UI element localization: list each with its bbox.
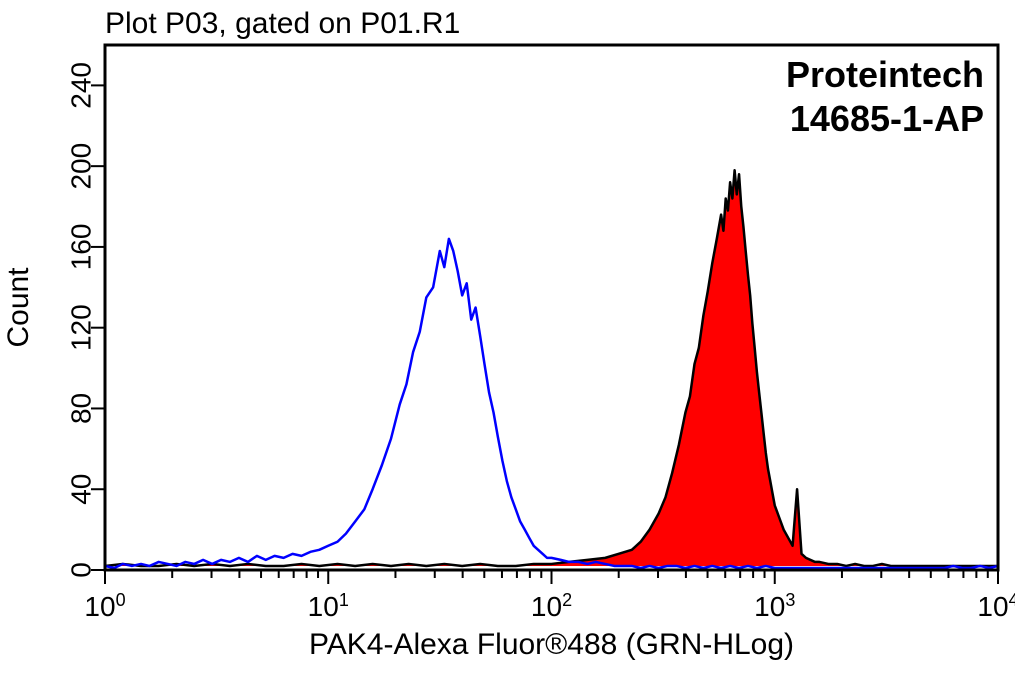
y-tick-label: 0 <box>65 562 96 578</box>
annotation-line1: Proteintech <box>786 54 984 95</box>
y-tick-label: 240 <box>65 62 96 109</box>
y-tick-label: 200 <box>65 143 96 190</box>
y-tick-label: 120 <box>65 304 96 351</box>
annotation-line2: 14685-1-AP <box>790 98 984 139</box>
flow-cytometry-chart: 10010110210310404080120160200240Plot P03… <box>0 0 1015 682</box>
y-axis-label: Count <box>2 267 35 348</box>
y-tick-label: 80 <box>65 393 96 424</box>
plot-title: Plot P03, gated on P01.R1 <box>105 7 460 40</box>
y-tick-label: 160 <box>65 224 96 271</box>
x-axis-label: PAK4-Alexa Fluor®488 (GRN-HLog) <box>309 628 794 661</box>
chart-container: 10010110210310404080120160200240Plot P03… <box>0 0 1015 682</box>
y-tick-label: 40 <box>65 474 96 505</box>
